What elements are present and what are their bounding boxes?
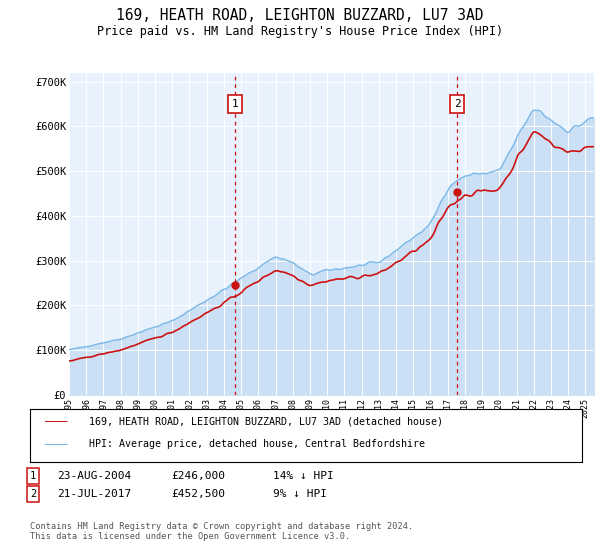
Text: 169, HEATH ROAD, LEIGHTON BUZZARD, LU7 3AD: 169, HEATH ROAD, LEIGHTON BUZZARD, LU7 3… (116, 8, 484, 24)
Text: 23-AUG-2004: 23-AUG-2004 (57, 471, 131, 481)
Text: 2: 2 (454, 99, 461, 109)
Text: 21-JUL-2017: 21-JUL-2017 (57, 489, 131, 499)
Text: ———: ——— (45, 414, 67, 428)
Text: £452,500: £452,500 (171, 489, 225, 499)
Text: 1: 1 (30, 471, 36, 481)
Text: Contains HM Land Registry data © Crown copyright and database right 2024.
This d: Contains HM Land Registry data © Crown c… (30, 522, 413, 542)
Text: 14% ↓ HPI: 14% ↓ HPI (273, 471, 334, 481)
Text: 169, HEATH ROAD, LEIGHTON BUZZARD, LU7 3AD (detached house): 169, HEATH ROAD, LEIGHTON BUZZARD, LU7 3… (89, 416, 443, 426)
Text: 2: 2 (30, 489, 36, 499)
Text: 9% ↓ HPI: 9% ↓ HPI (273, 489, 327, 499)
Text: 1: 1 (232, 99, 238, 109)
Text: ———: ——— (45, 437, 67, 451)
Text: Price paid vs. HM Land Registry's House Price Index (HPI): Price paid vs. HM Land Registry's House … (97, 25, 503, 38)
Text: HPI: Average price, detached house, Central Bedfordshire: HPI: Average price, detached house, Cent… (89, 439, 425, 449)
Text: £246,000: £246,000 (171, 471, 225, 481)
